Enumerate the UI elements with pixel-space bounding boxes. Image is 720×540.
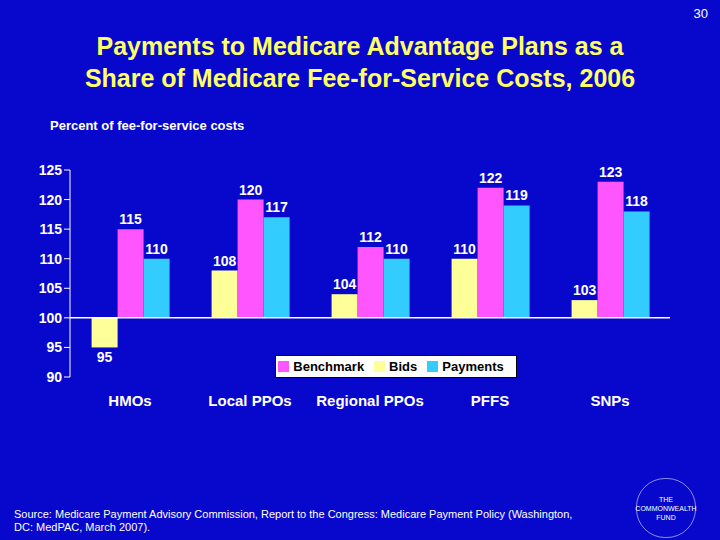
svg-text:HMOs: HMOs (108, 392, 151, 409)
svg-text:SNPs: SNPs (590, 392, 629, 409)
svg-text:104: 104 (333, 276, 357, 292)
svg-text:120: 120 (39, 192, 63, 208)
html-text:Benchmark: Benchmark (293, 359, 365, 374)
svg-text:118: 118 (625, 193, 648, 209)
svg-text:120: 120 (239, 182, 263, 198)
svg-text:117: 117 (265, 199, 288, 215)
svg-text:95: 95 (46, 339, 62, 355)
svg-text:110: 110 (453, 241, 476, 257)
svg-text:105: 105 (39, 280, 63, 296)
svg-text:103: 103 (573, 282, 597, 298)
svg-text:90: 90 (46, 369, 62, 385)
svg-text:PFFS: PFFS (471, 392, 509, 409)
svg-text:122: 122 (479, 170, 503, 186)
svg-text:115: 115 (119, 211, 142, 227)
svg-text:110: 110 (39, 251, 62, 267)
html-text:30: 30 (693, 6, 708, 21)
svg-text:Local PPOs: Local PPOs (208, 392, 291, 409)
html-text:Source: Medicare Payment Advis: Source: Medicare Payment Advisory Commis… (14, 508, 573, 533)
svg-text:110: 110 (145, 241, 168, 257)
html-text:THE COMMONWEALTH FUND: THE COMMONWEALTH FUND (635, 495, 697, 521)
html-text:Bids: Bids (389, 359, 418, 374)
svg-text:123: 123 (599, 164, 623, 180)
html-text:Percent of fee-for-service cos: Percent of fee-for-service costs (50, 118, 245, 133)
svg-text:125: 125 (39, 162, 63, 178)
svg-text:110: 110 (385, 241, 408, 257)
svg-text:112: 112 (359, 229, 382, 245)
html-text:Payments to Medicare Advantage: Payments to Medicare Advantage Plans as … (84, 32, 636, 92)
svg-text:100: 100 (39, 310, 63, 326)
svg-text:95: 95 (97, 349, 113, 365)
html-text:Payments: Payments (442, 359, 504, 374)
svg-text:115: 115 (39, 221, 62, 237)
svg-text:Regional PPOs: Regional PPOs (316, 392, 424, 409)
svg-text:108: 108 (213, 253, 237, 269)
svg-text:119: 119 (505, 187, 528, 203)
